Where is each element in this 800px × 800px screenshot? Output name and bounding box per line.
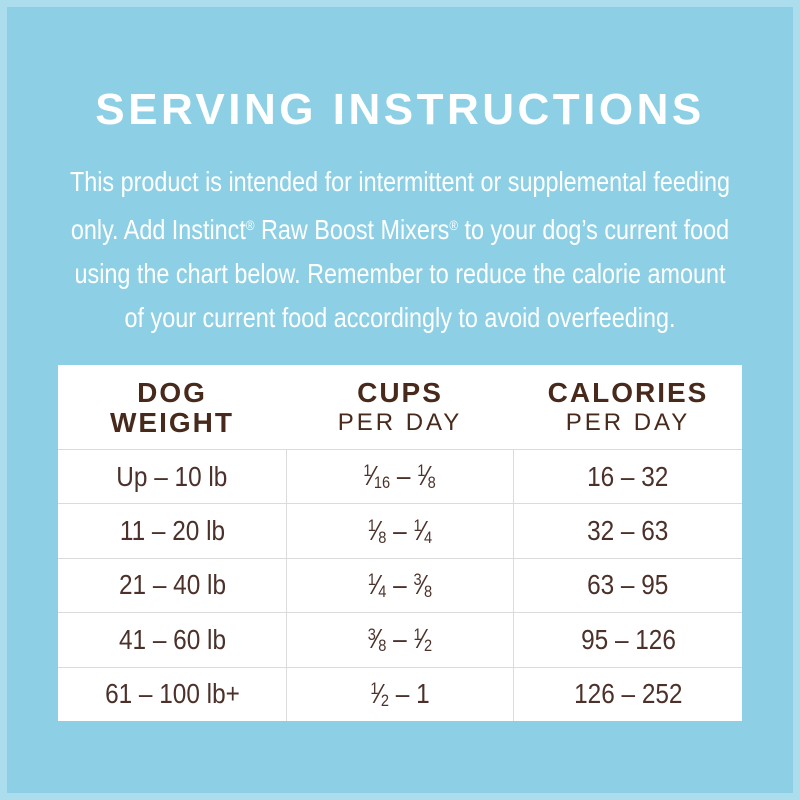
cell-value: 1⁄2 – 1	[370, 677, 430, 710]
dog-weight-cell: 41 – 60 lb	[58, 613, 286, 666]
dog-weight-cell: 21 – 40 lb	[58, 559, 286, 612]
fraction: 1⁄8	[367, 514, 387, 547]
table-body: Up – 10 lb 1⁄16 – 1⁄8 16 – 32 11 – 20 lb 1⁄8…	[58, 449, 742, 721]
cell-value: 11 – 20 lb	[119, 515, 225, 547]
cell-value: 1⁄16 – 1⁄8	[363, 460, 437, 493]
cups-per-day-cell: 1⁄8 – 1⁄4	[286, 504, 514, 558]
table-row: 41 – 60 lb 3⁄8 – 1⁄2 95 – 126	[58, 612, 742, 667]
table-row: 11 – 20 lb 1⁄8 – 1⁄4 32 – 63	[58, 503, 742, 558]
dog-weight-cell: 11 – 20 lb	[58, 504, 286, 557]
registered-mark: ®	[449, 218, 458, 233]
header-subtitle-cups: PER DAY	[337, 409, 463, 436]
cell-value: 41 – 60 lb	[118, 623, 226, 655]
header-cell-calories: CALORIES PER DAY	[514, 378, 742, 438]
cups-per-day-cell: 1⁄4 – 3⁄8	[286, 558, 514, 613]
header-title-dog-weight: DOG WEIGHT	[110, 377, 234, 438]
header-title-cups: CUPS	[357, 377, 443, 408]
fraction: 1⁄2	[413, 623, 433, 656]
dog-weight-cell: 61 – 100 lb+	[58, 668, 286, 721]
intro-text: This product is intended for intermitten…	[69, 166, 731, 333]
calories-per-day-cell: 32 – 63	[514, 504, 742, 557]
cups-per-day-cell: 3⁄8 – 1⁄2	[286, 613, 514, 667]
calories-per-day-cell: 126 – 252	[514, 668, 742, 721]
header-cell-cups: CUPS PER DAY	[286, 378, 514, 438]
table-row: 61 – 100 lb+ 1⁄2 – 1 126 – 252	[58, 666, 742, 721]
cell-value: Up – 10 lb	[116, 460, 228, 492]
cups-per-day-cell: 1⁄16 – 1⁄8	[286, 450, 514, 504]
table-row: Up – 10 lb 1⁄16 – 1⁄8 16 – 32	[58, 449, 742, 504]
cell-value: 32 – 63	[587, 515, 669, 547]
cell-value: 21 – 40 lb	[118, 569, 226, 601]
table-row: 21 – 40 lb 1⁄4 – 3⁄8 63 – 95	[58, 557, 742, 613]
registered-mark: ®	[245, 218, 255, 233]
cups-per-day-cell: 1⁄2 – 1	[286, 667, 514, 721]
cell-value: 63 – 95	[587, 569, 669, 601]
cell-value: 1⁄8 – 1⁄4	[367, 514, 433, 547]
fraction: 3⁄8	[367, 623, 387, 656]
calories-per-day-cell: 63 – 95	[514, 559, 742, 612]
table-header: DOG WEIGHT CUPS PER DAY CALORIES PER DAY	[58, 365, 742, 449]
fraction: 3⁄8	[413, 568, 433, 601]
cell-value: 61 – 100 lb+	[104, 678, 240, 710]
fraction: 1⁄16	[363, 460, 391, 493]
cell-value: 1⁄4 – 3⁄8	[367, 568, 433, 601]
fraction: 1⁄8	[417, 460, 437, 493]
calories-per-day-cell: 95 – 126	[514, 613, 742, 666]
header-cell-dog-weight: DOG WEIGHT	[58, 378, 286, 438]
cell-value: 3⁄8 – 1⁄2	[367, 623, 433, 656]
cell-value: 126 – 252	[573, 678, 683, 710]
dog-weight-cell: Up – 10 lb	[58, 450, 286, 503]
serving-table: DOG WEIGHT CUPS PER DAY CALORIES PER DAY…	[58, 365, 742, 721]
page-title: SERVING INSTRUCTIONS	[95, 85, 705, 134]
fraction: 1⁄4	[413, 514, 433, 547]
cell-value: 16 – 32	[587, 460, 669, 492]
fraction: 1⁄4	[367, 568, 387, 601]
cell-value: 95 – 126	[580, 623, 676, 655]
header-subtitle-calories: PER DAY	[565, 409, 691, 436]
calories-per-day-cell: 16 – 32	[514, 450, 742, 503]
header-title-calories: CALORIES	[547, 377, 709, 408]
fraction: 1⁄2	[370, 677, 389, 710]
